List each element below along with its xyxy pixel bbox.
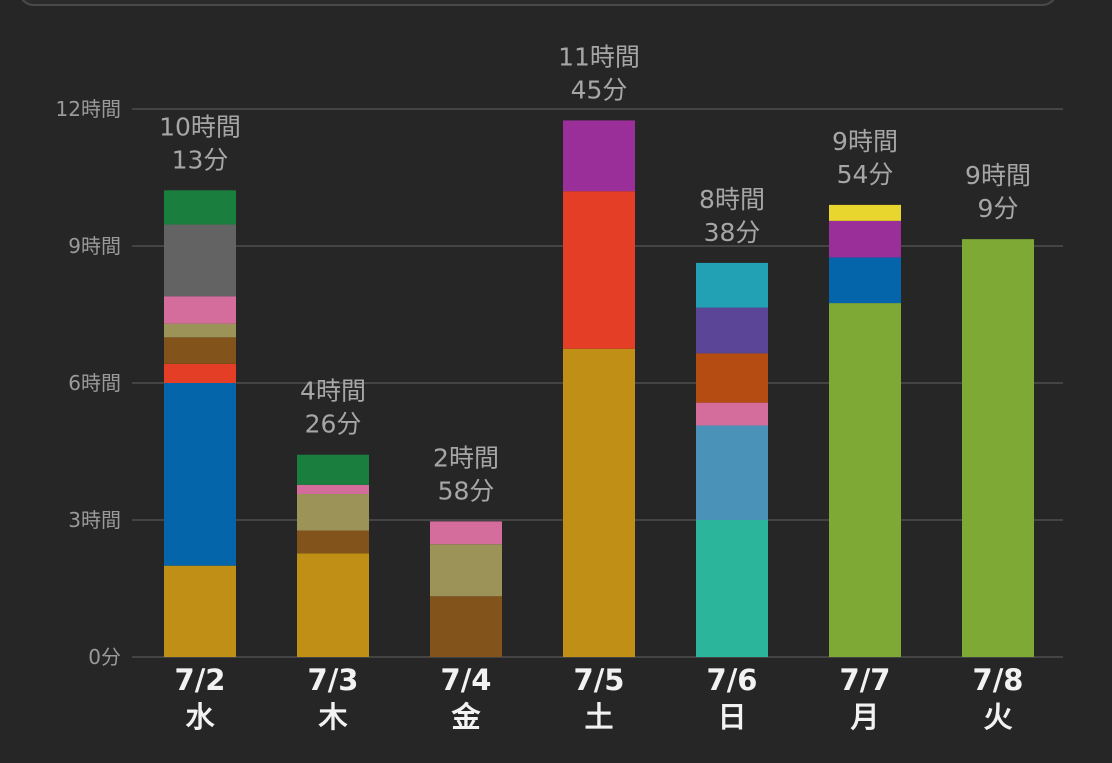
bar-segment[interactable] — [563, 120, 635, 192]
x-weekday-label: 月 — [849, 700, 879, 734]
bar-total-hours: 11時間 — [558, 42, 640, 71]
y-tick-label: 0分 — [88, 645, 121, 669]
bar-segment[interactable] — [829, 303, 901, 657]
bar-segment[interactable] — [696, 425, 768, 520]
x-date-label: 7/8 — [973, 663, 1024, 697]
x-date-label: 7/4 — [441, 663, 492, 697]
x-weekday-label: 木 — [317, 700, 347, 734]
bar-segment[interactable] — [430, 521, 502, 545]
bar-segment[interactable] — [297, 493, 369, 531]
x-date-label: 7/7 — [840, 663, 891, 697]
bar-segment[interactable] — [430, 544, 502, 597]
bar-total-minutes: 9分 — [978, 194, 1019, 223]
bar-total-hours: 9時間 — [832, 127, 898, 156]
bar-segment[interactable] — [297, 530, 369, 554]
bar-segment[interactable] — [164, 190, 236, 225]
bar-total-minutes: 26分 — [305, 410, 362, 439]
y-tick-label: 3時間 — [68, 508, 121, 532]
bar-segment[interactable] — [829, 204, 901, 221]
bar-segment[interactable] — [297, 454, 369, 485]
label-layer: 0分 3時間 6時間 9時間 12時間 13分 10時間 7/2水 26分 4時間 7/3木 58分 2… — [56, 42, 1031, 734]
x-weekday-label: 火 — [983, 700, 1012, 734]
bar-segment[interactable] — [164, 323, 236, 338]
bar-segment[interactable] — [297, 553, 369, 657]
y-tick-label: 12時間 — [56, 97, 121, 121]
bar-segment[interactable] — [696, 402, 768, 426]
bar-segment[interactable] — [164, 296, 236, 324]
y-tick-label: 6時間 — [68, 371, 121, 395]
bar-total-minutes: 13分 — [172, 145, 229, 174]
x-weekday-label: 日 — [717, 700, 746, 734]
bar-layer — [164, 120, 1034, 657]
bar-total-minutes: 38分 — [704, 218, 761, 247]
x-weekday-label: 水 — [185, 700, 215, 734]
x-date-label: 7/6 — [707, 663, 758, 697]
bar-segment[interactable] — [696, 353, 768, 403]
bar-segment[interactable] — [297, 484, 369, 494]
bar-segment[interactable] — [696, 520, 768, 657]
bar-segment[interactable] — [962, 239, 1034, 657]
bar-segment[interactable] — [164, 383, 236, 566]
bar-segment[interactable] — [164, 337, 236, 364]
bar-total-hours: 4時間 — [300, 377, 366, 406]
bar-segment[interactable] — [696, 307, 768, 354]
bar-total-minutes: 58分 — [438, 476, 495, 505]
bar-segment[interactable] — [164, 224, 236, 297]
y-tick-label: 9時間 — [68, 234, 121, 258]
bar-total-hours: 2時間 — [433, 443, 499, 472]
bar-segment[interactable] — [563, 348, 635, 657]
bar-segment[interactable] — [430, 596, 502, 657]
x-date-label: 7/2 — [175, 663, 226, 697]
bar-total-hours: 9時間 — [965, 161, 1031, 190]
bar-segment[interactable] — [164, 565, 236, 657]
bar-total-minutes: 45分 — [571, 75, 628, 104]
x-weekday-label: 金 — [450, 700, 481, 734]
bar-segment[interactable] — [696, 262, 768, 308]
bar-segment[interactable] — [164, 363, 236, 383]
x-date-label: 7/5 — [574, 663, 625, 697]
bar-segment[interactable] — [563, 191, 635, 349]
x-weekday-label: 土 — [584, 700, 613, 734]
bar-total-hours: 10時間 — [159, 112, 241, 141]
bar-segment[interactable] — [829, 257, 901, 304]
x-date-label: 7/3 — [308, 663, 359, 697]
bar-total-minutes: 54分 — [837, 160, 894, 189]
bar-total-hours: 8時間 — [699, 185, 765, 214]
bar-segment[interactable] — [829, 220, 901, 258]
